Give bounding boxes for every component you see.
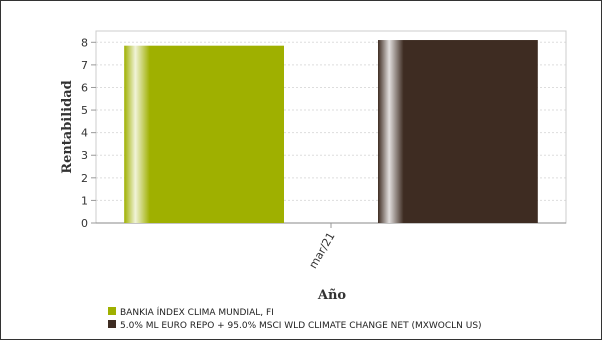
- y-tick-label: 3: [81, 149, 88, 162]
- legend-label: BANKIA ÍNDEX CLIMA MUNDIAL, FI: [120, 306, 274, 318]
- y-tick-label: 5: [81, 104, 88, 117]
- y-tick-label: 7: [81, 59, 88, 72]
- y-tick-label: 4: [81, 127, 88, 140]
- y-tick-labels: 0 1 2 3 4 5 6 7 8: [81, 36, 96, 230]
- y-tick-label: 8: [81, 36, 88, 49]
- y-tick-label: 1: [81, 194, 88, 207]
- x-tick-label: mar/21: [306, 230, 337, 271]
- x-axis-title: Año: [317, 288, 347, 303]
- legend: BANKIA ÍNDEX CLIMA MUNDIAL, FI 5.0% ML EU…: [108, 306, 482, 331]
- legend-label: 5.0% ML EURO REPO + 95.0% MSCI WLD CLIMA…: [120, 321, 482, 331]
- legend-swatch: [108, 307, 116, 315]
- y-tick-label: 0: [81, 217, 88, 230]
- y-axis-title: Rentabilidad: [60, 80, 75, 173]
- bar-1[interactable]: [124, 45, 284, 223]
- y-tick-label: 2: [81, 172, 88, 185]
- y-tick-label: 6: [81, 81, 88, 94]
- bars: [124, 40, 538, 223]
- bar-2[interactable]: [378, 40, 538, 223]
- legend-swatch: [108, 320, 116, 328]
- x-tick-labels: mar/21: [306, 223, 338, 271]
